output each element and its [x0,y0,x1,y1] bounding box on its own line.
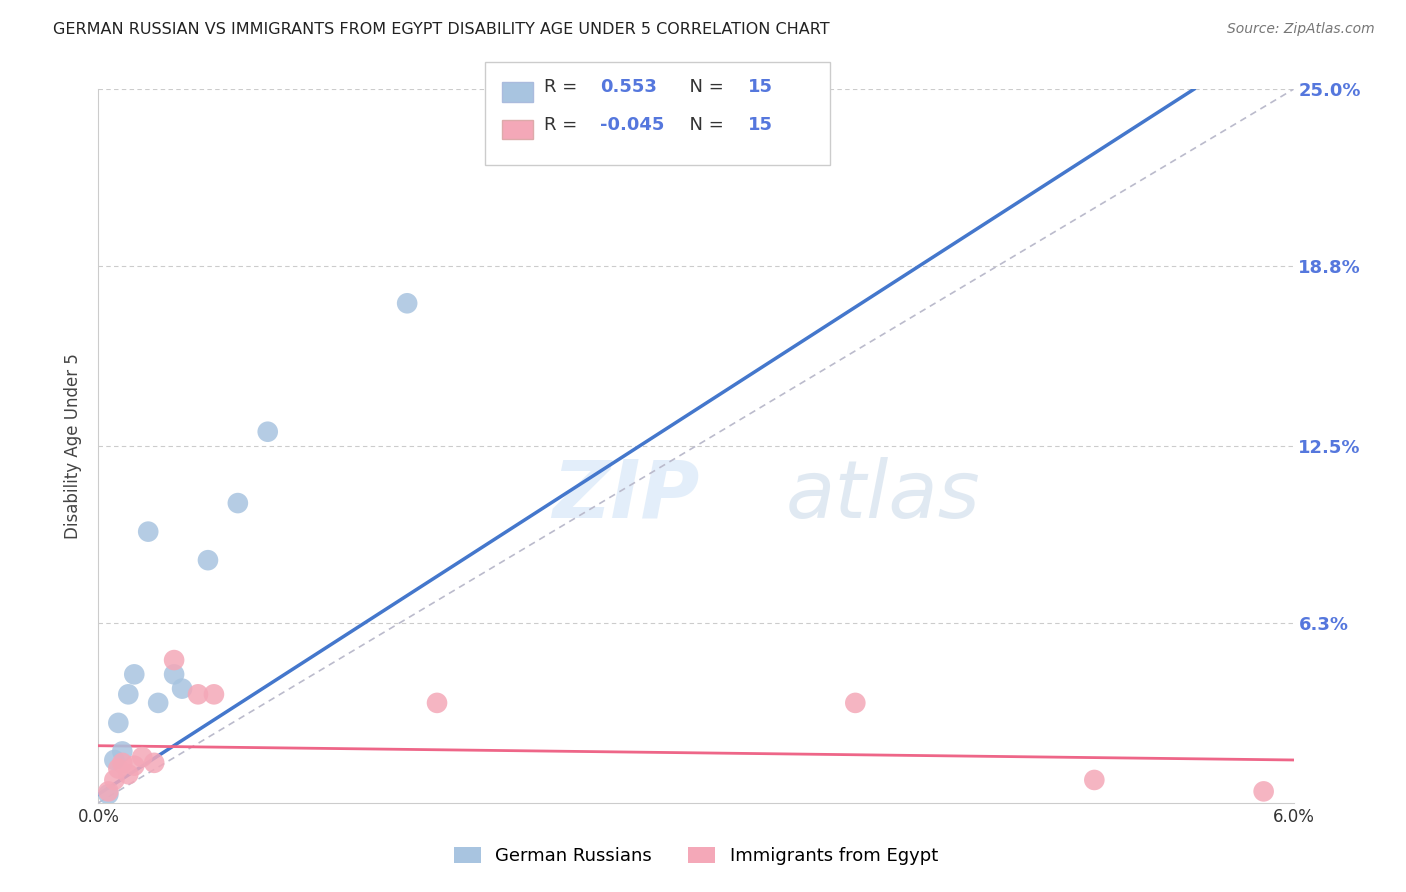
Point [172,681,194,696]
Point [226,496,249,510]
Point [103,772,125,787]
Point [148,696,170,710]
Point [97,787,120,801]
Point [117,687,139,701]
Point [163,667,186,681]
Point [117,767,139,781]
Text: 0.553: 0.553 [600,78,657,96]
Point [1253,784,1275,798]
Point [111,744,134,758]
Text: 15: 15 [748,78,773,96]
Point [187,687,209,701]
Point [107,715,129,730]
Point [124,758,146,772]
Point [136,524,159,539]
Point [396,296,419,310]
Point [163,653,186,667]
Text: R =: R = [544,116,583,134]
Text: -0.045: -0.045 [600,116,665,134]
Point [124,667,146,681]
Point [426,696,449,710]
Y-axis label: Disability Age Under 5: Disability Age Under 5 [65,353,83,539]
Point [256,425,278,439]
Text: ZIP: ZIP [553,457,700,535]
Text: R =: R = [544,78,583,96]
Point [844,696,866,710]
Point [97,784,120,798]
Point [103,753,125,767]
Point [143,756,166,770]
Point [197,553,219,567]
Point [202,687,225,701]
Point [111,756,134,770]
Legend: German Russians, Immigrants from Egypt: German Russians, Immigrants from Egypt [454,847,938,865]
Point [526,111,548,125]
Text: N =: N = [678,116,730,134]
Point [107,762,129,776]
Point [131,750,153,764]
Text: Source: ZipAtlas.com: Source: ZipAtlas.com [1227,22,1375,37]
Text: GERMAN RUSSIAN VS IMMIGRANTS FROM EGYPT DISABILITY AGE UNDER 5 CORRELATION CHART: GERMAN RUSSIAN VS IMMIGRANTS FROM EGYPT … [53,22,830,37]
Point [1083,772,1105,787]
Text: atlas: atlas [786,457,980,535]
Text: 15: 15 [748,116,773,134]
Text: N =: N = [678,78,730,96]
